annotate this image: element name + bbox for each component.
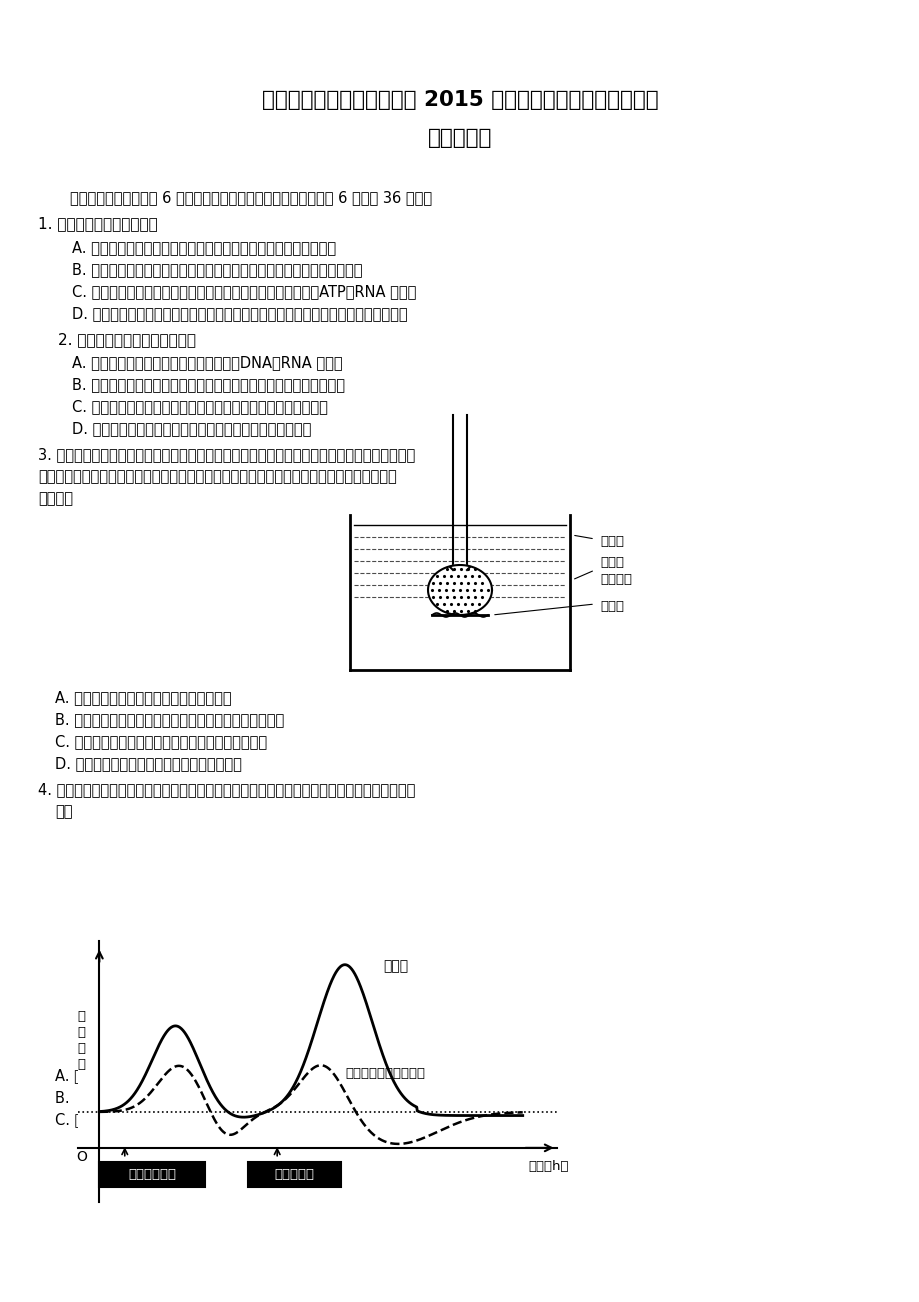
Text: 麦芽糖液: 麦芽糖液 <box>599 573 631 586</box>
Text: 蒸馏水: 蒸馏水 <box>599 535 623 548</box>
Text: C. 进食但不运动后，血糖浓度较低，可能是胰岛 B 细胞胰岛素基因过量表达: C. 进食但不运动后，血糖浓度较低，可能是胰岛 B 细胞胰岛素基因过量表达 <box>55 1112 365 1128</box>
Text: B. 漏斗中液面上升到最高时半透膜内外都会检测到还原糖: B. 漏斗中液面上升到最高时半透膜内外都会检测到还原糖 <box>55 712 284 727</box>
Text: D. 细胞是生物体结构和功能的基本单位，细胞质基质是细胞进行新陈代谢的主要场所: D. 细胞是生物体结构和功能的基本单位，细胞质基质是细胞进行新陈代谢的主要场所 <box>72 306 407 322</box>
Text: 3. 右图装置的玻璃槽中是蒸馏水，半透膜允许单糖透过，二糖不能通过。倒置的长颈漏斗中先加: 3. 右图装置的玻璃槽中是蒸馏水，半透膜允许单糖透过，二糖不能通过。倒置的长颈漏… <box>38 447 414 462</box>
Text: A. 胰岛 B 细胞受损，胰岛素分泌不足: A. 胰岛 B 细胞受损，胰岛素分泌不足 <box>55 1068 216 1083</box>
Text: 时间（h）: 时间（h） <box>528 1160 568 1173</box>
Text: 验现象是: 验现象是 <box>38 491 73 506</box>
Text: 半透膜: 半透膜 <box>599 600 623 613</box>
Text: 2. 下列关于实验的说法错误的是: 2. 下列关于实验的说法错误的是 <box>58 332 196 348</box>
Text: A. 人的口腔上皮细胞可用于观察线粒体、DNA、RNA 的分布: A. 人的口腔上皮细胞可用于观察线粒体、DNA、RNA 的分布 <box>72 355 342 370</box>
Text: B. 植物根细胞中有碱基互补配对现象的细胞器是叶绿体、核糖体和线粒体: B. 植物根细胞中有碱基互补配对现象的细胞器是叶绿体、核糖体和线粒体 <box>72 262 362 277</box>
Text: O: O <box>75 1150 86 1164</box>
Text: 入蔗糖与麦芽糖的溶液至管内外液面保持相平，一段时间后再加入蔗糖酶。始终观察不到的实: 入蔗糖与麦芽糖的溶液至管内外液面保持相平，一段时间后再加入蔗糖酶。始终观察不到的… <box>38 469 396 484</box>
Text: B. 经低温或秋水仙素诱导的根尖制成的临时装片不能观察到联会现象: B. 经低温或秋水仙素诱导的根尖制成的临时装片不能观察到联会现象 <box>72 378 345 392</box>
Text: 的是: 的是 <box>55 805 73 819</box>
Text: 血
糖
浓
度: 血 糖 浓 度 <box>77 1009 85 1070</box>
Text: 1. 下列有关论述不正确的是: 1. 下列有关论述不正确的是 <box>38 216 157 230</box>
Text: C. 漏斗中液面开始时上升，加酶后，再上升后又下降: C. 漏斗中液面开始时上升，加酶后，再上升后又下降 <box>55 734 267 749</box>
Text: A. 细胞壁对细胞有支持和保护作用，不同细胞的细胞壁成分有差异: A. 细胞壁对细胞有支持和保护作用，不同细胞的细胞壁成分有差异 <box>72 240 335 255</box>
Text: D. 漏斗中液面保持不变时，管内液面比外面高: D. 漏斗中液面保持不变时，管内液面比外面高 <box>55 756 242 771</box>
Text: D. 菠菜叶片可用于观察叶绿体的形态及色素提取和分离实验: D. 菠菜叶片可用于观察叶绿体的形态及色素提取和分离实验 <box>72 421 311 436</box>
Text: 一、选择题：（本题共 6 小题，每小题只有一个正确选项，每小题 6 分，共 36 分。）: 一、选择题：（本题共 6 小题，每小题只有一个正确选项，每小题 6 分，共 36… <box>70 190 432 204</box>
FancyBboxPatch shape <box>247 1163 340 1187</box>
Text: 进食但不运动: 进食但不运动 <box>128 1168 176 1181</box>
Text: 正常鼠: 正常鼠 <box>382 960 408 974</box>
Text: 4. 运动对某基因突变鼠和正常鼠的血糖浓度的影响如图，基因突变鼠出现图中状况的原因最合理: 4. 运动对某基因突变鼠和正常鼠的血糖浓度的影响如图，基因突变鼠出现图中状况的原… <box>38 783 414 797</box>
Text: C. 均能存在于原核和真核生物细胞中的物质或结构有核糖体、ATP、RNA 聚合酶: C. 均能存在于原核和真核生物细胞中的物质或结构有核糖体、ATP、RNA 聚合酶 <box>72 284 416 299</box>
Text: B.  细胞无法将葡萄糖转化为脂肪等非糖物质: B. 细胞无法将葡萄糖转化为脂肪等非糖物质 <box>55 1090 236 1105</box>
Text: C. 使用洋葱外表皮可以用于质壁分离与复原及观察线粒体等实验: C. 使用洋葱外表皮可以用于质壁分离与复原及观察线粒体等实验 <box>72 398 327 414</box>
Text: 合生物试卷: 合生物试卷 <box>427 128 492 148</box>
FancyBboxPatch shape <box>99 1163 205 1187</box>
Text: A. 在玻璃槽中会测出葡萄糖、果糖和蔗糖酶: A. 在玻璃槽中会测出葡萄糖、果糖和蔗糖酶 <box>55 690 232 704</box>
Text: 进食且运动: 进食且运动 <box>274 1168 313 1181</box>
Text: 蔗糖与: 蔗糖与 <box>599 556 623 569</box>
Text: 湖北省大冶市部分重点中学 2015 年高三上学期期末联考理科综: 湖北省大冶市部分重点中学 2015 年高三上学期期末联考理科综 <box>261 90 658 109</box>
Text: 基因突变鼠（实验鼠）: 基因突变鼠（实验鼠） <box>345 1068 425 1081</box>
Polygon shape <box>427 565 492 615</box>
